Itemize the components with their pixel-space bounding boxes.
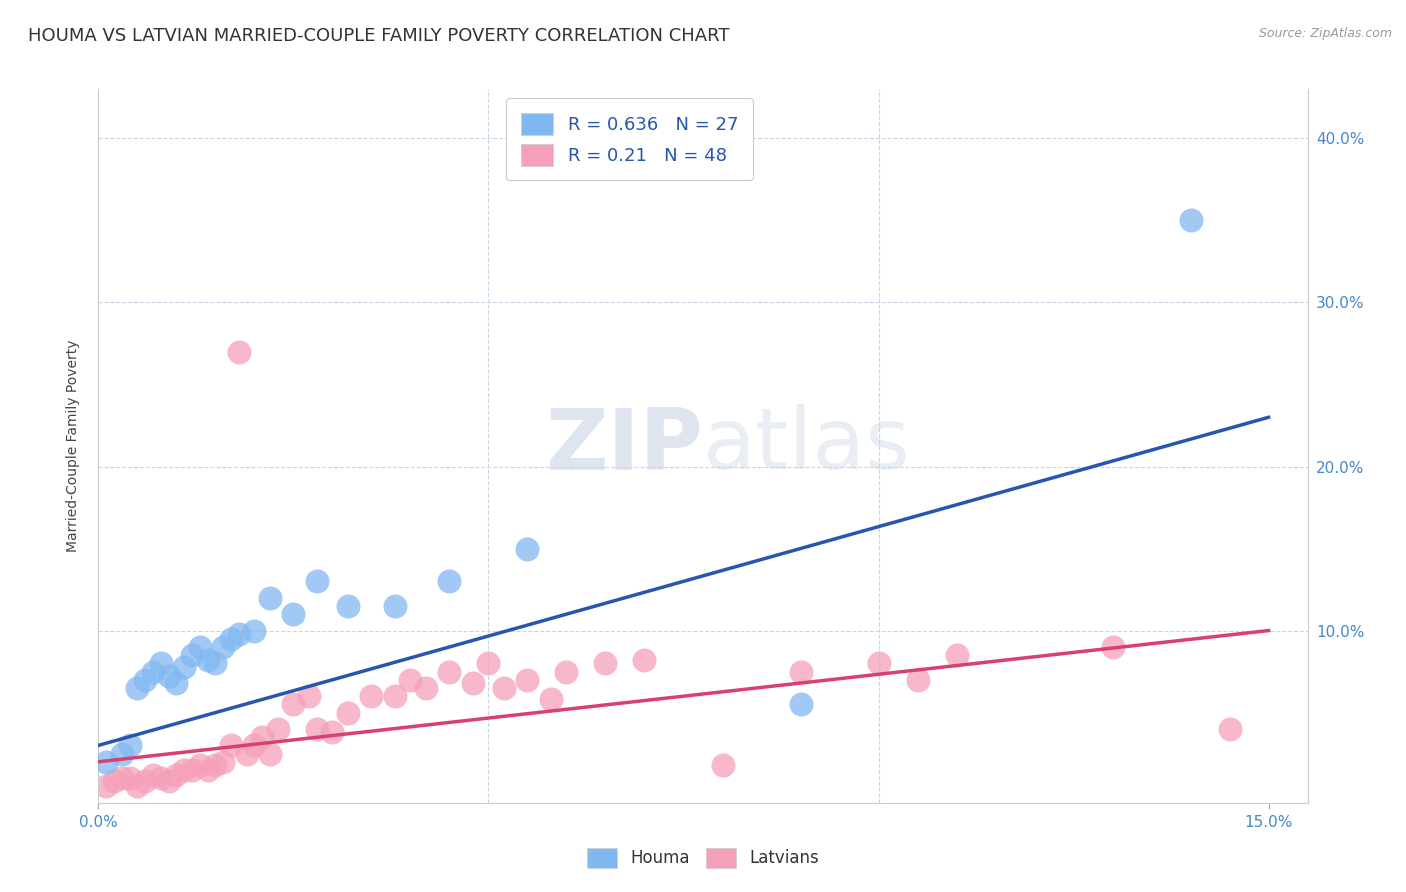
- Point: [384, 599, 406, 613]
- Point: [142, 768, 165, 782]
- Point: [212, 755, 235, 769]
- Point: [111, 771, 134, 785]
- Point: [219, 739, 242, 753]
- Point: [118, 739, 141, 753]
- Point: [516, 541, 538, 556]
- Point: [305, 722, 328, 736]
- Point: [235, 747, 257, 761]
- Text: Source: ZipAtlas.com: Source: ZipAtlas.com: [1258, 27, 1392, 40]
- Point: [1101, 640, 1123, 654]
- Point: [118, 771, 141, 785]
- Point: [204, 657, 226, 671]
- Legend: Houma, Latvians: Houma, Latvians: [581, 841, 825, 875]
- Point: [516, 673, 538, 687]
- Point: [243, 739, 266, 753]
- Point: [384, 689, 406, 703]
- Point: [477, 657, 499, 671]
- Point: [165, 768, 187, 782]
- Point: [540, 692, 562, 706]
- Point: [1180, 213, 1202, 227]
- Point: [1219, 722, 1241, 736]
- Point: [149, 657, 172, 671]
- Point: [165, 676, 187, 690]
- Text: atlas: atlas: [703, 404, 911, 488]
- Point: [142, 665, 165, 679]
- Point: [103, 774, 125, 789]
- Point: [157, 669, 180, 683]
- Point: [188, 640, 211, 654]
- Point: [149, 771, 172, 785]
- Point: [399, 673, 422, 687]
- Legend: R = 0.636   N = 27, R = 0.21   N = 48: R = 0.636 N = 27, R = 0.21 N = 48: [506, 98, 752, 180]
- Point: [127, 780, 149, 794]
- Y-axis label: Married-Couple Family Poverty: Married-Couple Family Poverty: [66, 340, 80, 552]
- Point: [305, 574, 328, 589]
- Point: [595, 657, 617, 671]
- Point: [197, 763, 219, 777]
- Point: [204, 758, 226, 772]
- Point: [283, 607, 305, 622]
- Point: [228, 344, 250, 359]
- Point: [259, 747, 281, 761]
- Point: [96, 780, 118, 794]
- Point: [789, 665, 811, 679]
- Point: [633, 653, 655, 667]
- Point: [252, 730, 274, 744]
- Point: [188, 758, 211, 772]
- Point: [181, 763, 204, 777]
- Point: [134, 774, 156, 789]
- Point: [212, 640, 235, 654]
- Point: [360, 689, 382, 703]
- Point: [298, 689, 321, 703]
- Point: [259, 591, 281, 605]
- Point: [173, 763, 195, 777]
- Point: [945, 648, 967, 662]
- Point: [868, 657, 890, 671]
- Point: [789, 698, 811, 712]
- Point: [111, 747, 134, 761]
- Point: [907, 673, 929, 687]
- Point: [439, 574, 461, 589]
- Point: [181, 648, 204, 662]
- Point: [157, 774, 180, 789]
- Point: [494, 681, 516, 695]
- Point: [337, 599, 360, 613]
- Point: [173, 659, 195, 673]
- Point: [267, 722, 290, 736]
- Text: ZIP: ZIP: [546, 404, 703, 488]
- Point: [337, 706, 360, 720]
- Point: [555, 665, 578, 679]
- Point: [415, 681, 437, 695]
- Point: [197, 653, 219, 667]
- Point: [243, 624, 266, 638]
- Point: [439, 665, 461, 679]
- Point: [96, 755, 118, 769]
- Point: [283, 698, 305, 712]
- Point: [134, 673, 156, 687]
- Point: [219, 632, 242, 646]
- Point: [461, 676, 484, 690]
- Point: [321, 725, 343, 739]
- Point: [127, 681, 149, 695]
- Text: HOUMA VS LATVIAN MARRIED-COUPLE FAMILY POVERTY CORRELATION CHART: HOUMA VS LATVIAN MARRIED-COUPLE FAMILY P…: [28, 27, 730, 45]
- Point: [228, 627, 250, 641]
- Point: [711, 758, 734, 772]
